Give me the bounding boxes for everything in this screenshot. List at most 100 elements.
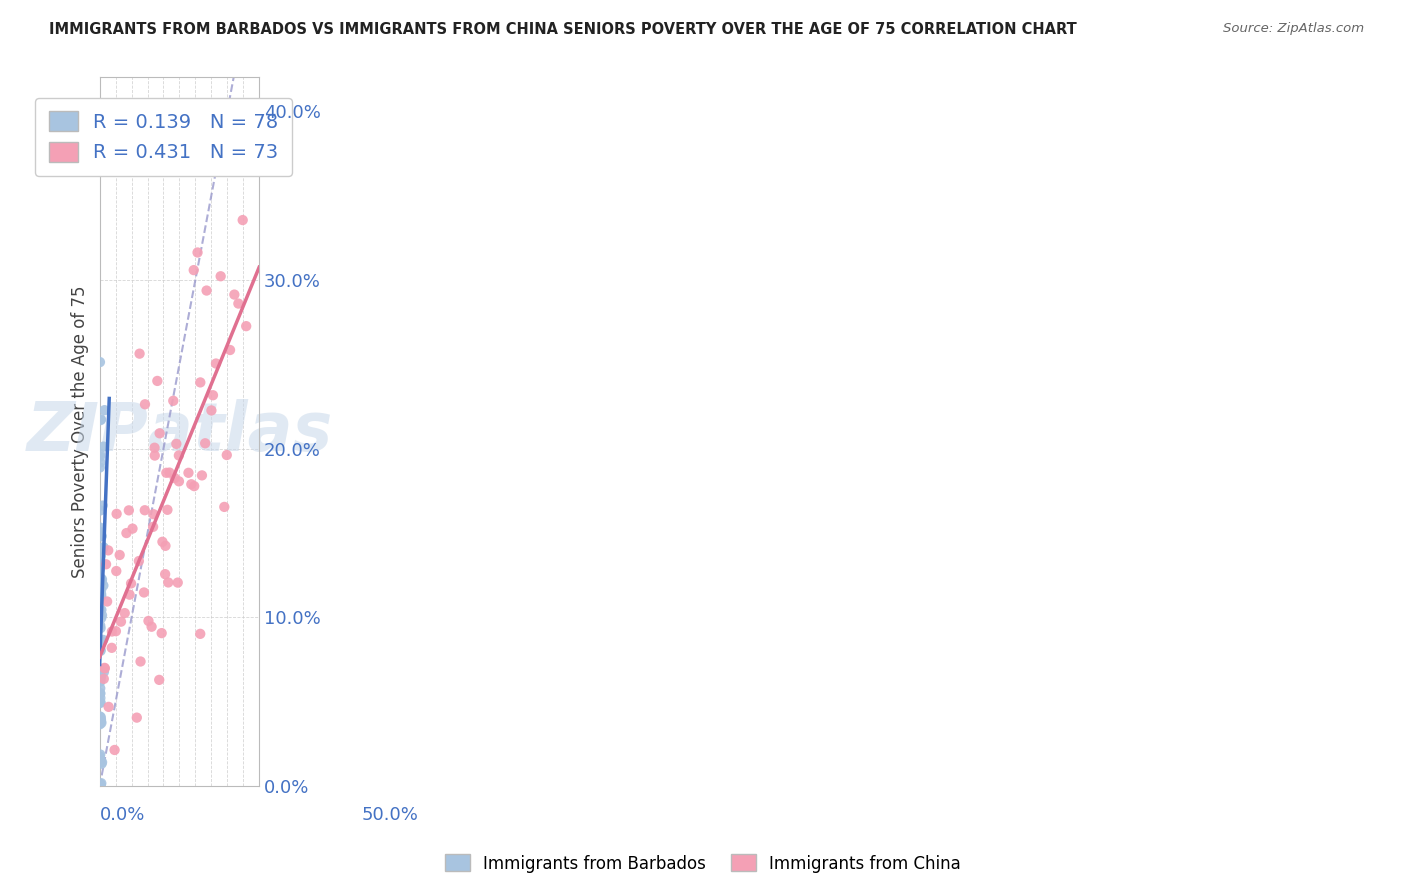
Point	[89, 686, 111, 700]
Point	[167, 449, 190, 463]
Point	[90, 529, 112, 543]
Point	[89, 673, 111, 687]
Point	[89, 355, 111, 369]
Point	[97, 543, 120, 558]
Point	[110, 615, 132, 629]
Point	[121, 522, 143, 536]
Point	[142, 520, 165, 534]
Point	[89, 749, 111, 764]
Point	[89, 460, 111, 475]
Point	[118, 588, 141, 602]
Point	[89, 778, 111, 792]
Point	[93, 440, 115, 454]
Point	[89, 618, 111, 632]
Point	[101, 624, 124, 639]
Point	[134, 397, 156, 411]
Point	[152, 534, 174, 549]
Text: IMMIGRANTS FROM BARBADOS VS IMMIGRANTS FROM CHINA SENIORS POVERTY OVER THE AGE O: IMMIGRANTS FROM BARBADOS VS IMMIGRANTS F…	[49, 22, 1077, 37]
Point	[89, 573, 111, 587]
Point	[90, 710, 112, 724]
Point	[89, 525, 111, 540]
Point	[115, 526, 138, 541]
Point	[105, 507, 128, 521]
Point	[89, 562, 111, 576]
Point	[100, 640, 122, 655]
Point	[188, 627, 211, 641]
Point	[89, 450, 111, 464]
Point	[90, 589, 112, 603]
Text: Source: ZipAtlas.com: Source: ZipAtlas.com	[1223, 22, 1364, 36]
Point	[93, 672, 115, 686]
Point	[183, 479, 205, 493]
Point	[89, 589, 111, 603]
Point	[205, 357, 228, 371]
Point	[187, 245, 209, 260]
Point	[89, 447, 111, 461]
Point	[93, 541, 115, 555]
Point	[89, 747, 111, 762]
Point	[105, 564, 128, 578]
Point	[93, 665, 115, 679]
Point	[89, 557, 111, 571]
Point	[90, 574, 112, 589]
Point	[166, 575, 188, 590]
Point	[155, 466, 177, 480]
Point	[89, 778, 111, 792]
Point	[89, 588, 111, 602]
Point	[89, 603, 111, 617]
Text: ZIP​atlas: ZIP​atlas	[27, 399, 333, 465]
Point	[153, 567, 176, 582]
Point	[180, 477, 202, 491]
Point	[89, 753, 111, 767]
Point	[91, 755, 114, 769]
Point	[207, 141, 229, 155]
Point	[89, 642, 111, 657]
Point	[219, 343, 242, 357]
Point	[90, 529, 112, 543]
Point	[90, 662, 112, 676]
Point	[91, 632, 114, 647]
Point	[90, 412, 112, 426]
Point	[90, 715, 112, 730]
Point	[138, 614, 160, 628]
Point	[90, 644, 112, 658]
Point	[195, 284, 218, 298]
Point	[235, 319, 257, 334]
Point	[91, 542, 114, 557]
Point	[90, 587, 112, 601]
Point	[89, 778, 111, 792]
Legend: Immigrants from Barbados, Immigrants from China: Immigrants from Barbados, Immigrants fro…	[439, 847, 967, 880]
Point	[91, 541, 114, 555]
Point	[214, 500, 236, 514]
Point	[90, 571, 112, 585]
Y-axis label: Seniors Poverty Over the Age of 75: Seniors Poverty Over the Age of 75	[72, 285, 89, 578]
Point	[129, 655, 152, 669]
Point	[146, 374, 169, 388]
Point	[89, 686, 111, 700]
Point	[96, 594, 118, 608]
Point	[89, 503, 111, 517]
Point	[89, 520, 111, 534]
Point	[103, 743, 125, 757]
Point	[162, 393, 184, 408]
Point	[128, 554, 150, 568]
Point	[188, 376, 211, 390]
Point	[114, 606, 136, 620]
Point	[143, 441, 166, 455]
Point	[224, 287, 246, 301]
Legend: R = 0.139   N = 78, R = 0.431   N = 73: R = 0.139 N = 78, R = 0.431 N = 73	[35, 98, 292, 176]
Point	[90, 549, 112, 563]
Point	[91, 608, 114, 623]
Point	[183, 263, 205, 277]
Point	[89, 778, 111, 792]
Point	[143, 449, 166, 463]
Point	[89, 717, 111, 731]
Point	[89, 778, 111, 792]
Point	[90, 714, 112, 729]
Point	[200, 403, 222, 417]
Point	[118, 503, 141, 517]
Point	[201, 388, 224, 402]
Point	[91, 572, 114, 586]
Point	[89, 778, 111, 792]
Point	[150, 626, 173, 640]
